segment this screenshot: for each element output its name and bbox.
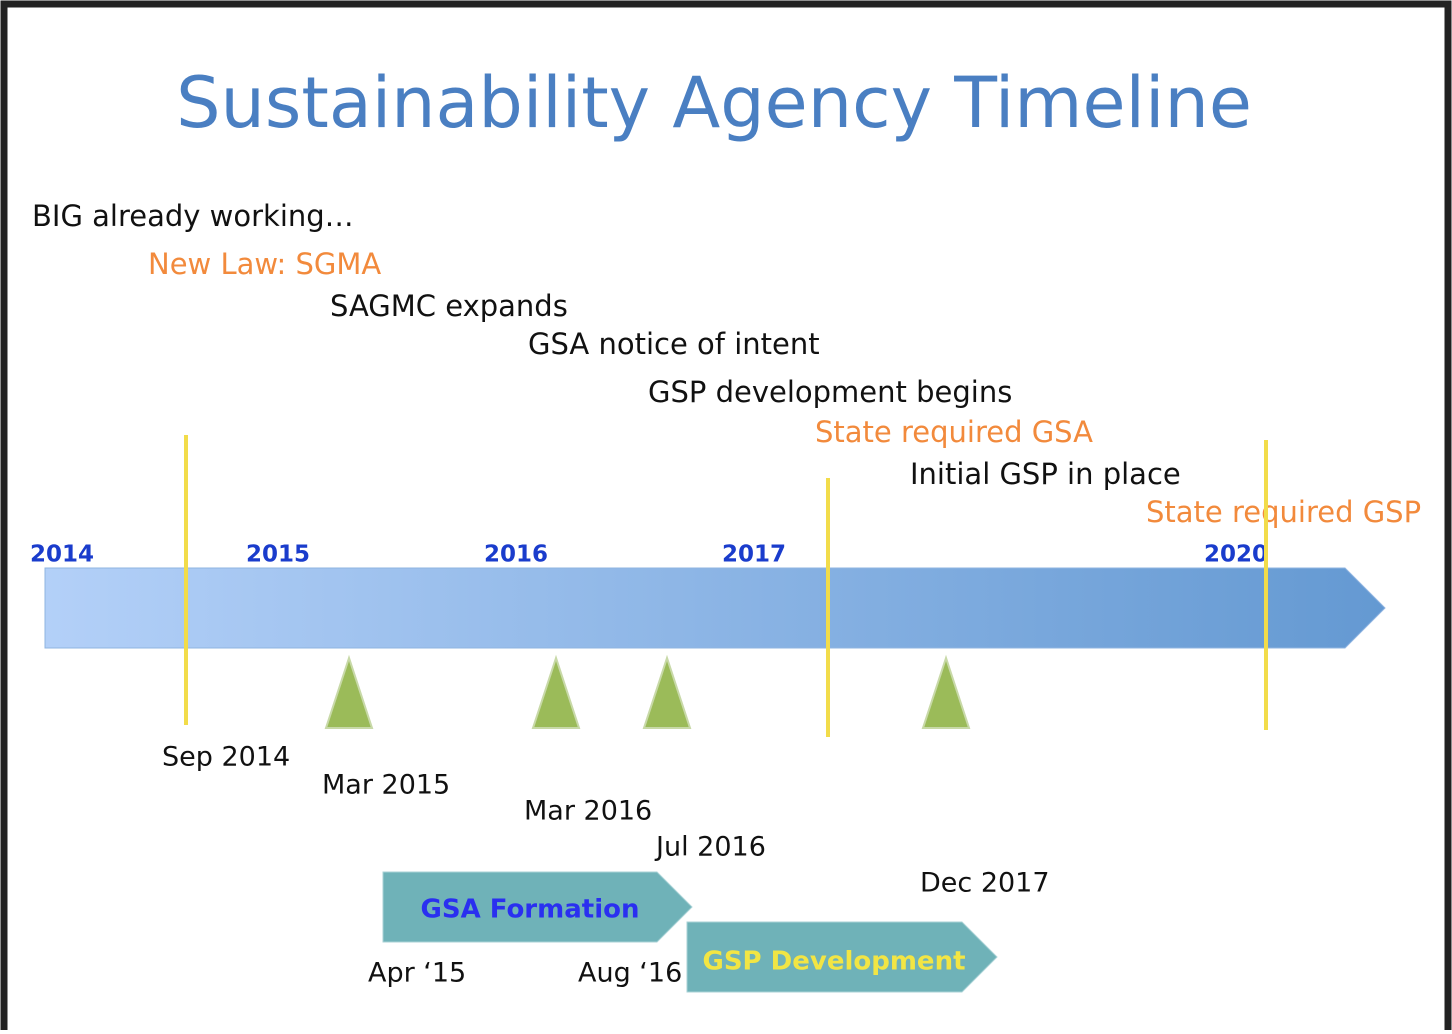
phase-arrow	[382, 871, 693, 943]
milestone	[642, 654, 692, 729]
phase-label: GSA Formation	[421, 895, 640, 925]
date: Mar 2015	[322, 770, 450, 801]
milestones	[324, 654, 971, 729]
event: SAGMC expands	[330, 289, 568, 323]
event: GSP development begins	[648, 375, 1012, 409]
year: 2015	[246, 542, 310, 568]
milestone	[921, 654, 971, 729]
phase-start: Apr ‘15	[368, 958, 466, 989]
event: BIG already working…	[32, 199, 354, 233]
date: Jul 2016	[654, 832, 766, 863]
event: Initial GSP in place	[910, 457, 1181, 491]
date: Sep 2014	[162, 742, 290, 773]
phase-arrow	[686, 921, 998, 993]
milestone	[324, 654, 374, 729]
year: 2014	[30, 542, 94, 568]
deadline-lines	[184, 435, 1268, 737]
date: Dec 2017	[920, 868, 1050, 899]
year: 2016	[484, 542, 548, 568]
title: Sustainability Agency Timeline	[176, 62, 1252, 144]
milestone	[531, 654, 581, 729]
event: GSA notice of intent	[528, 327, 820, 361]
date: Mar 2016	[524, 796, 652, 827]
phase-start: Aug ‘16	[578, 958, 682, 989]
phase-label: GSP Development	[702, 947, 965, 977]
year: 2020	[1204, 542, 1268, 568]
event: State required GSP	[1146, 495, 1421, 529]
event: New Law: SGMA	[148, 247, 381, 281]
year: 2017	[722, 542, 786, 568]
timeline-arrow	[44, 567, 1386, 649]
event: State required GSA	[815, 415, 1093, 449]
